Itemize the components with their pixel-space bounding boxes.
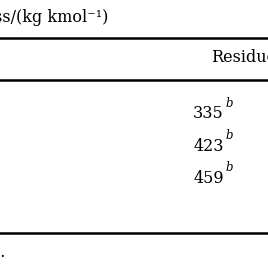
Text: b: b xyxy=(225,97,233,110)
Text: Residue: Residue xyxy=(211,49,268,66)
Text: 335: 335 xyxy=(193,105,224,122)
Text: b: b xyxy=(225,129,233,142)
Text: .ss/(kg kmol⁻¹): .ss/(kg kmol⁻¹) xyxy=(0,9,109,26)
Text: b: b xyxy=(225,161,233,174)
Text: 459: 459 xyxy=(193,170,224,187)
Text: ).: ). xyxy=(0,245,6,262)
Text: 423: 423 xyxy=(193,137,224,155)
